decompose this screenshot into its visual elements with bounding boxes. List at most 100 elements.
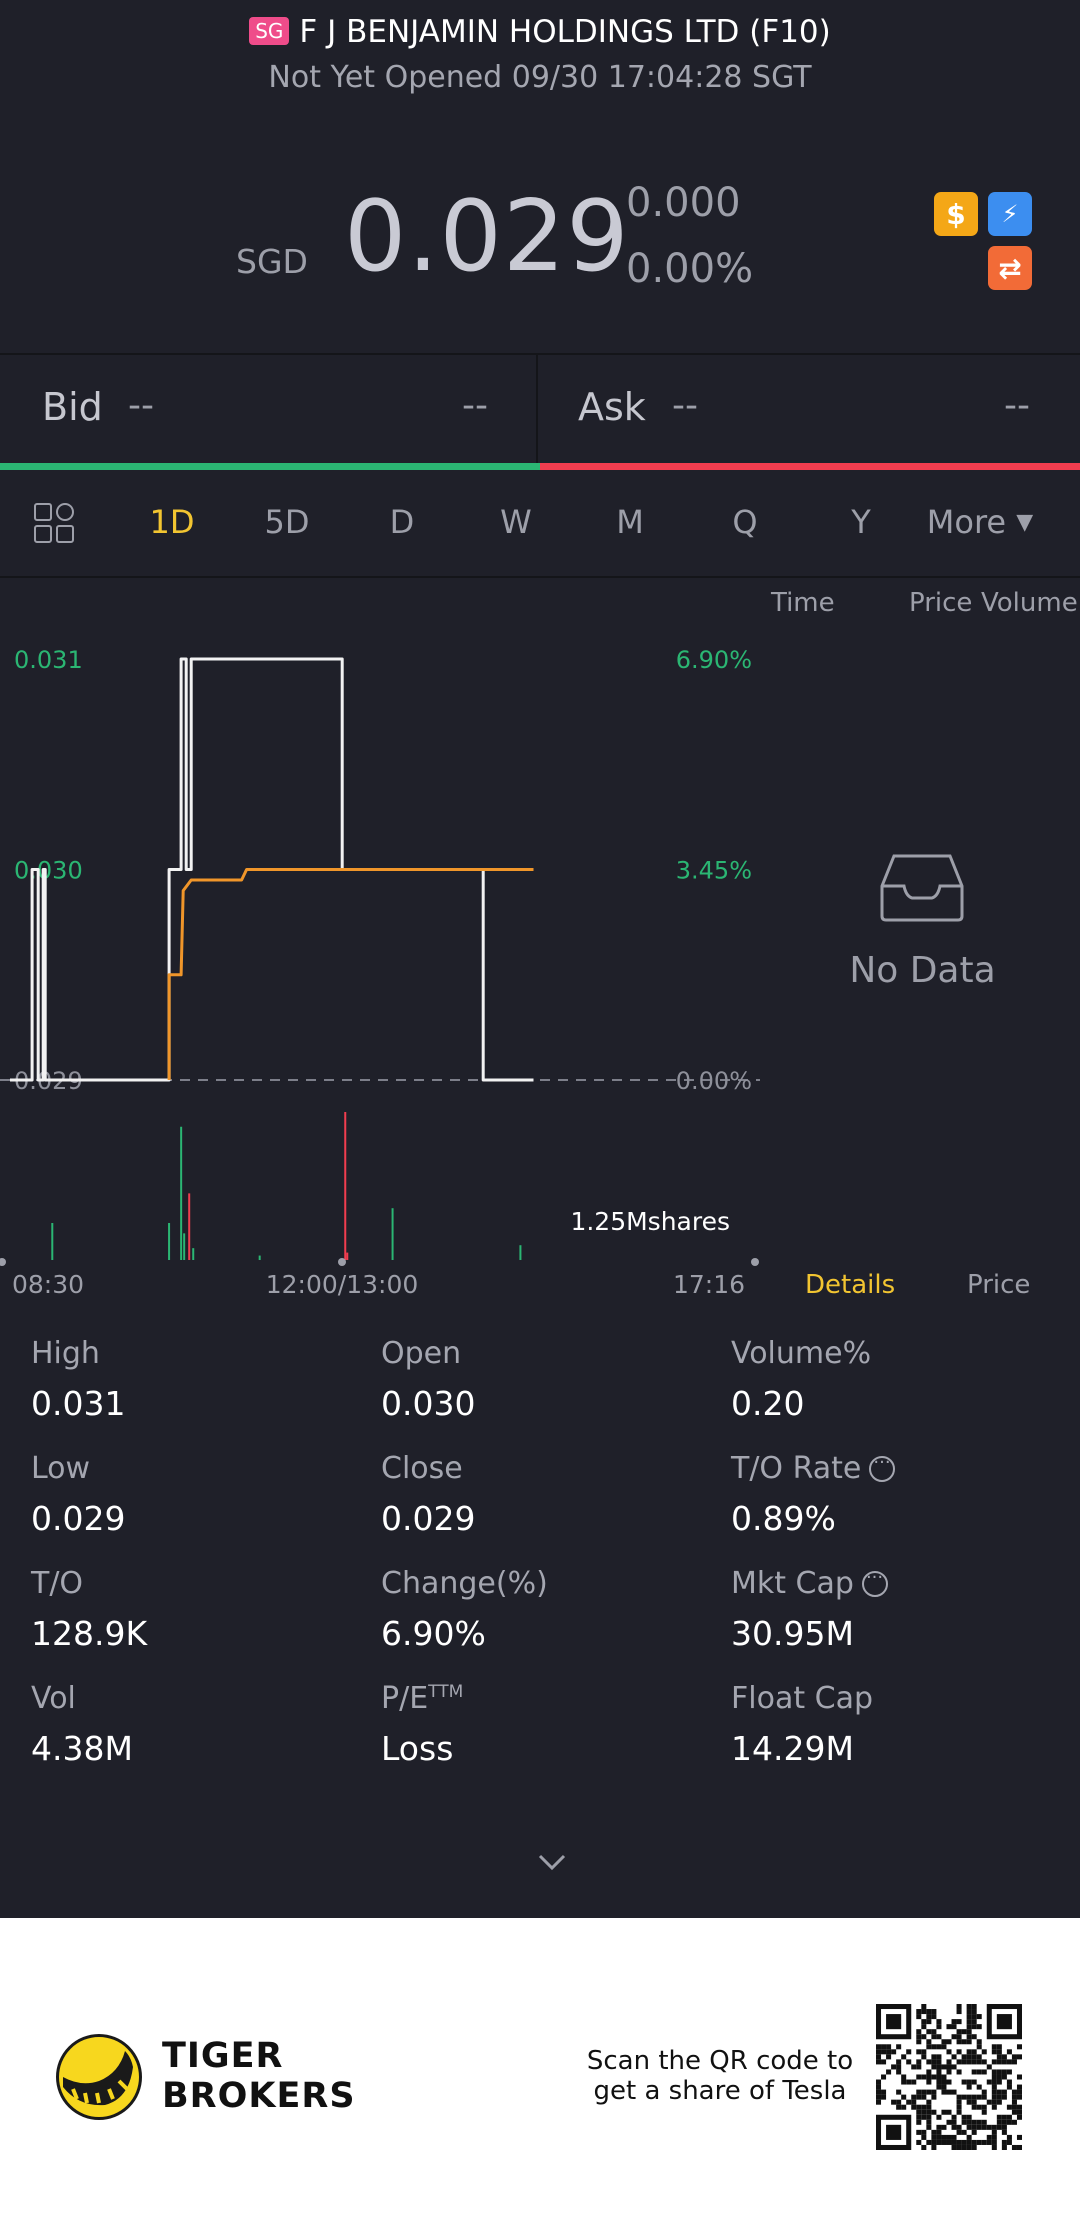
qr-module — [946, 2079, 952, 2085]
qr-module — [996, 2099, 1002, 2105]
qr-module — [906, 2079, 912, 2085]
qr-module — [916, 2109, 922, 2115]
qr-module — [936, 2074, 942, 2080]
tab-q[interactable]: Q — [732, 503, 758, 541]
qr-module — [966, 2009, 972, 2015]
qr-module — [916, 2129, 922, 2135]
exchange-icon-glyph: ⇄ — [998, 251, 1022, 285]
brand-line1: TIGER — [162, 2036, 284, 2076]
tab-more[interactable]: More ▼ — [927, 503, 1033, 541]
tab-1d[interactable]: 1D — [149, 503, 195, 541]
qr-module — [966, 2034, 972, 2040]
qr-module — [956, 2009, 962, 2015]
stock-name: F J BENJAMIN HOLDINGS LTD (F10) — [299, 14, 831, 50]
stat-label-sup: TTM — [428, 1682, 464, 1702]
qr-module — [936, 2084, 942, 2090]
qr-module — [926, 2009, 932, 2015]
tab-w[interactable]: W — [500, 503, 532, 541]
bid-size: -- — [462, 385, 488, 426]
qr-module — [906, 2099, 912, 2105]
grid-icon[interactable] — [34, 503, 76, 545]
tab-y[interactable]: Y — [851, 503, 871, 541]
dollar-icon[interactable]: $ — [934, 192, 978, 236]
qr-module — [1011, 2144, 1017, 2150]
qr-module — [986, 2099, 992, 2105]
tab-m[interactable]: M — [616, 503, 644, 541]
qr-module — [991, 2139, 997, 2145]
qr-module — [951, 2139, 957, 2145]
brand-line2: BROKERS — [162, 2076, 356, 2116]
qr-module — [981, 2059, 987, 2065]
qr-module — [921, 2114, 927, 2120]
qr-module — [981, 2089, 987, 2095]
qr-module — [991, 2099, 997, 2105]
app-screen: SG F J BENJAMIN HOLDINGS LTD (F10) Not Ye… — [0, 0, 1080, 1918]
qr-module — [921, 2094, 927, 2100]
qr-module — [941, 2079, 947, 2085]
side-tab-time[interactable]: Time — [771, 588, 835, 618]
qr-module — [936, 2044, 942, 2050]
qr-module — [921, 2144, 927, 2150]
qr-module — [1001, 2119, 1007, 2125]
qr-module — [961, 2114, 967, 2120]
qr-module — [936, 2114, 942, 2120]
promo-footer — [0, 1918, 1080, 2234]
lightning-icon[interactable]: ⚡ — [988, 192, 1032, 236]
qr-module — [876, 2044, 882, 2050]
price-tab[interactable]: Price — [967, 1270, 1031, 1300]
qr-module — [976, 2084, 982, 2090]
tab-more-label: More — [926, 503, 1007, 541]
intraday-chart[interactable]: 0.0310.0300.0296.90%3.45%0.00%1.25Mshare… — [0, 580, 760, 1300]
tab-5d[interactable]: 5D — [264, 503, 310, 541]
y-tick-label: 0.031 — [14, 646, 83, 674]
qr-module — [916, 2034, 922, 2040]
volume-label: 1.25Mshares — [570, 1207, 730, 1236]
divider — [0, 353, 1080, 355]
qr-module — [946, 2059, 952, 2065]
qr-module — [1006, 2079, 1012, 2085]
qr-module — [936, 2139, 942, 2145]
qr-module — [896, 2104, 902, 2110]
qr-module — [966, 2054, 972, 2060]
qr-module — [911, 2099, 917, 2105]
qr-module — [1006, 2069, 1012, 2075]
qr-module — [936, 2059, 942, 2065]
qr-module — [1016, 2104, 1022, 2110]
stat-label-text: Low — [31, 1451, 91, 1486]
qr-module — [981, 2049, 987, 2055]
info-icon[interactable] — [861, 1567, 888, 1597]
qr-module — [916, 2039, 922, 2045]
side-tab-volume[interactable]: Volume — [981, 588, 1078, 618]
tab-d[interactable]: D — [389, 503, 415, 541]
qr-module — [991, 2104, 997, 2110]
qr-module — [1011, 2089, 1017, 2095]
qr-caption-line1: Scan the QR code to — [586, 2046, 854, 2076]
qr-module — [916, 2074, 922, 2080]
qr-module — [1001, 2114, 1007, 2120]
info-icon[interactable] — [869, 1452, 896, 1482]
qr-module — [966, 2119, 972, 2125]
qr-module — [916, 2104, 922, 2110]
qr-module — [946, 2064, 952, 2070]
stat-value: 6.90% — [381, 1614, 486, 1653]
stat-label-text: T/O Rate — [731, 1451, 862, 1486]
qr-module — [956, 2099, 962, 2105]
qr-module — [931, 2074, 937, 2080]
stat-value: 0.89% — [731, 1499, 836, 1538]
qr-module — [931, 2009, 937, 2015]
chevron-down-icon[interactable] — [534, 1850, 570, 1874]
qr-module — [986, 2124, 992, 2130]
qr-module — [956, 2019, 962, 2025]
qr-module — [996, 2119, 1002, 2125]
tiger-logo-icon — [56, 2034, 142, 2120]
side-tab-price[interactable]: Price — [909, 588, 973, 618]
details-tab[interactable]: Details — [805, 1270, 896, 1300]
qr-module — [886, 2049, 892, 2055]
qr-module — [1016, 2134, 1022, 2140]
qr-module — [881, 2044, 887, 2050]
qr-module — [931, 2044, 937, 2050]
y-tick-label: 0.030 — [14, 857, 83, 885]
stat-label: Volume% — [731, 1336, 871, 1371]
exchange-icon[interactable]: ⇄ — [988, 246, 1032, 290]
qr-module — [886, 2069, 892, 2075]
